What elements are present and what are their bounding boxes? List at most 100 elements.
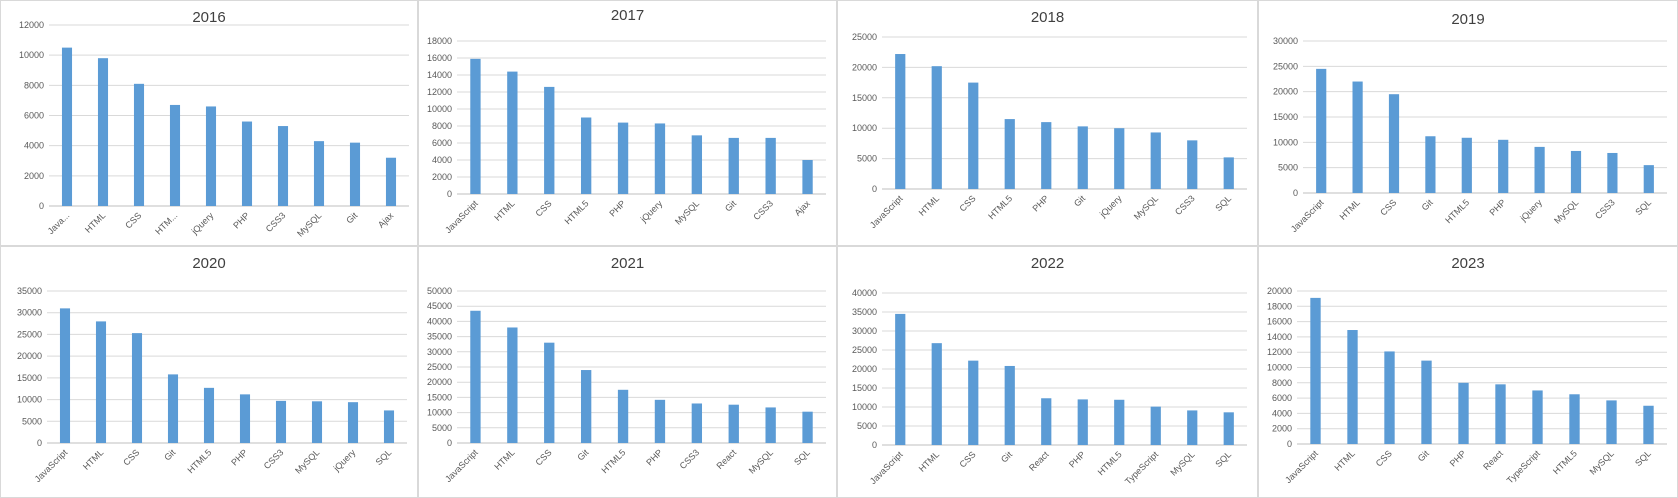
bar (728, 404, 739, 443)
bar (1498, 139, 1509, 193)
bar (895, 54, 906, 189)
y-tick-label: 30000 (427, 347, 452, 357)
chart-title: 2018 (1030, 9, 1065, 26)
bar (169, 104, 181, 206)
bar (313, 141, 325, 206)
bar (470, 310, 481, 443)
bar (470, 58, 481, 194)
bar (507, 71, 518, 194)
chart-title: 2019 (1451, 11, 1485, 28)
bar-chart: 0 5000 10000 15000 20000 25000 30000 JavaScript… (1273, 36, 1667, 234)
chart-title: 2020 (192, 255, 226, 272)
chart-title: 2017 (610, 7, 645, 24)
chart-title: 2016 (192, 9, 226, 26)
x-tick-label: HTML (1333, 448, 1357, 472)
y-tick-label: 8000 (432, 121, 452, 131)
y-tick-label: 15000 (1273, 112, 1298, 122)
x-tick-label: PHP (231, 210, 251, 230)
bar (349, 142, 361, 206)
x-tick-label: HTML5 (185, 447, 213, 475)
chart-panel: 2019 0 5000 10000 15000 20000 25000 30000 JavaSc… (1258, 0, 1678, 246)
y-tick-label: 10000 (19, 50, 44, 60)
x-tick-label: React (714, 447, 738, 471)
bar (1077, 126, 1088, 189)
x-tick-label: jQuery (331, 447, 358, 474)
chart-panel: 2022 0 5000 10000 15000 20000 25000 30000 35000 4… (837, 246, 1258, 498)
y-tick-label: 20000 (852, 62, 877, 72)
x-tick-label: SQL (1633, 197, 1653, 217)
y-tick-label: 25000 (852, 345, 877, 355)
y-tick-label: 30000 (852, 326, 877, 336)
bar (765, 407, 776, 443)
y-tick-label: 35000 (427, 332, 452, 342)
y-tick-label: 0 (1287, 439, 1292, 449)
y-tick-label: 4000 (1272, 408, 1292, 418)
x-tick-label: Git (723, 198, 739, 214)
x-tick-label: Ajax (793, 198, 813, 218)
x-tick-label: PHP (1031, 193, 1051, 213)
bar (931, 343, 942, 445)
chart-panel: 2020 0 5000 10000 15000 20000 25000 30000 35000 J… (0, 246, 418, 498)
bar (617, 122, 629, 194)
x-tick-label: HTML5 (986, 193, 1014, 221)
bar-chart: 0 5000 10000 15000 20000 25000 JavaScript HTML C… (852, 32, 1247, 230)
x-tick-label: MySQL (1552, 197, 1580, 225)
bar (1570, 150, 1582, 193)
bar (1223, 157, 1234, 189)
bar (1388, 94, 1400, 193)
y-tick-label: 0 (447, 189, 452, 199)
x-tick-label: TypeScript (1505, 448, 1542, 485)
y-tick-label: 0 (447, 438, 452, 448)
y-tick-label: 10000 (852, 402, 877, 412)
x-tick-label: SQL (1213, 449, 1233, 469)
chart-title: 2021 (610, 255, 645, 272)
bar (385, 157, 397, 206)
y-tick-label: 0 (872, 440, 877, 450)
y-tick-label: 40000 (852, 288, 877, 298)
y-tick-label: 5000 (432, 423, 452, 433)
bar (1607, 152, 1618, 193)
bar-chart: 0 5000 10000 15000 20000 25000 30000 35000 40000… (427, 286, 826, 484)
x-tick-label: jQuery (638, 198, 665, 225)
bar (968, 360, 979, 445)
x-tick-label: jQuery (189, 210, 216, 237)
bar (131, 333, 143, 443)
x-tick-label: PHP (607, 198, 627, 218)
y-tick-label: 40000 (427, 316, 452, 326)
bar (507, 327, 518, 443)
x-tick-label: HTML5 (1551, 448, 1579, 476)
x-tick-label: MySQL (295, 210, 323, 238)
y-tick-label: 5000 (857, 421, 877, 431)
bar (1458, 382, 1469, 444)
x-tick-label: Git (344, 210, 360, 226)
bar (1495, 384, 1506, 444)
bar (203, 387, 215, 443)
bar (691, 403, 703, 443)
bar-chart: 0 2000 4000 6000 8000 10000 12000 Java... HTML CS… (19, 20, 409, 239)
bar (728, 137, 739, 194)
bar (802, 160, 813, 194)
bar (1041, 122, 1052, 189)
y-tick-label: 6000 (24, 111, 44, 121)
y-tick-label: 15000 (17, 373, 42, 383)
bar (1534, 146, 1545, 193)
chart-panel: 2021 0 5000 10000 15000 20000 25000 30000 35000 4… (418, 246, 837, 498)
bar (1004, 365, 1015, 445)
x-tick-label: Git (1420, 197, 1436, 213)
bar (802, 411, 813, 443)
x-tick-label: CSS (958, 193, 978, 213)
x-tick-label: jQuery (1517, 197, 1544, 224)
chart-title: 2023 (1451, 255, 1485, 272)
y-tick-label: 5000 (857, 154, 877, 164)
y-tick-label: 20000 (1273, 87, 1298, 97)
x-tick-label: HTML (917, 193, 941, 217)
y-tick-label: 16000 (427, 53, 452, 63)
bar (205, 106, 217, 206)
bar (765, 137, 776, 194)
bar (241, 121, 253, 206)
y-tick-label: 30000 (17, 308, 42, 318)
bar (1187, 140, 1198, 189)
bar (1425, 136, 1436, 193)
bar (1352, 81, 1363, 193)
bar (1461, 137, 1472, 193)
